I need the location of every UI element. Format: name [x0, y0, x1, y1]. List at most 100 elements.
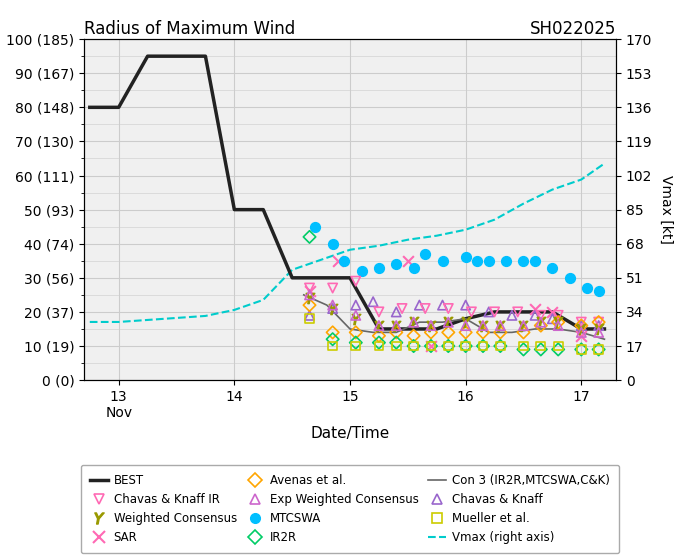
Point [460, 328, 471, 337]
Point [575, 321, 587, 330]
Point [512, 307, 524, 316]
Point [460, 342, 471, 350]
Point [495, 321, 506, 330]
Point [391, 328, 402, 337]
Point [477, 321, 489, 330]
Point [350, 277, 361, 286]
Point [350, 311, 361, 320]
Point [477, 342, 489, 350]
Point [529, 256, 540, 266]
Point [327, 342, 338, 350]
Point [536, 321, 547, 330]
Point [593, 324, 604, 333]
Point [518, 328, 529, 337]
Point [536, 342, 547, 350]
Point [408, 331, 419, 340]
Point [575, 321, 587, 330]
Point [373, 331, 384, 340]
Point [442, 342, 454, 350]
Point [547, 263, 558, 272]
Point [552, 321, 564, 330]
Point [350, 301, 361, 310]
Point [408, 342, 419, 350]
Point [304, 294, 315, 303]
Point [304, 311, 315, 320]
Point [575, 345, 587, 354]
Point [477, 328, 489, 337]
Point [536, 318, 547, 326]
Point [575, 324, 587, 333]
Point [593, 321, 604, 330]
Point [309, 222, 321, 231]
Point [489, 307, 500, 316]
Point [518, 321, 529, 330]
Point [518, 321, 529, 330]
Point [304, 287, 315, 296]
Point [426, 321, 437, 330]
Point [460, 253, 471, 262]
Point [396, 304, 407, 313]
Point [442, 342, 454, 350]
X-axis label: Date/Time: Date/Time [310, 425, 390, 440]
Point [350, 328, 361, 337]
Point [373, 321, 384, 330]
Point [518, 345, 529, 354]
Point [373, 342, 384, 350]
Point [593, 318, 604, 326]
Point [460, 342, 471, 350]
Point [483, 307, 494, 316]
Point [477, 342, 489, 350]
Point [575, 318, 587, 326]
Point [414, 301, 425, 310]
Point [419, 304, 430, 313]
Point [304, 283, 315, 292]
Point [552, 342, 564, 350]
Point [466, 307, 477, 316]
Point [442, 328, 454, 337]
Point [506, 311, 517, 320]
Point [327, 304, 338, 313]
Point [327, 304, 338, 313]
Point [408, 342, 419, 350]
Point [442, 318, 454, 326]
Point [350, 338, 361, 347]
Point [426, 342, 437, 350]
Point [437, 256, 448, 266]
Point [495, 321, 506, 330]
Point [426, 342, 437, 350]
Point [460, 321, 471, 330]
Point [332, 256, 344, 266]
Point [593, 345, 604, 354]
Point [391, 321, 402, 330]
Point [408, 318, 419, 326]
Point [529, 304, 540, 313]
Point [536, 345, 547, 354]
Point [327, 283, 338, 292]
Point [350, 314, 361, 323]
Point [529, 311, 540, 320]
Point [426, 321, 437, 330]
Point [327, 301, 338, 310]
Text: SH022025: SH022025 [530, 20, 616, 37]
Y-axis label: Vmax [kt]: Vmax [kt] [659, 175, 673, 244]
Point [495, 342, 506, 350]
Point [391, 307, 402, 316]
Point [304, 314, 315, 323]
Point [593, 318, 604, 326]
Point [582, 283, 593, 292]
Point [575, 345, 587, 354]
Point [419, 249, 430, 258]
Point [536, 318, 547, 326]
Point [304, 301, 315, 310]
Point [483, 256, 494, 266]
Point [426, 342, 437, 350]
Point [373, 321, 384, 330]
Point [547, 307, 558, 316]
Point [575, 328, 587, 337]
Point [575, 331, 587, 340]
Point [373, 307, 384, 316]
Text: Radius of Maximum Wind: Radius of Maximum Wind [84, 20, 295, 37]
Point [426, 328, 437, 337]
Point [350, 342, 361, 350]
Point [552, 311, 564, 320]
